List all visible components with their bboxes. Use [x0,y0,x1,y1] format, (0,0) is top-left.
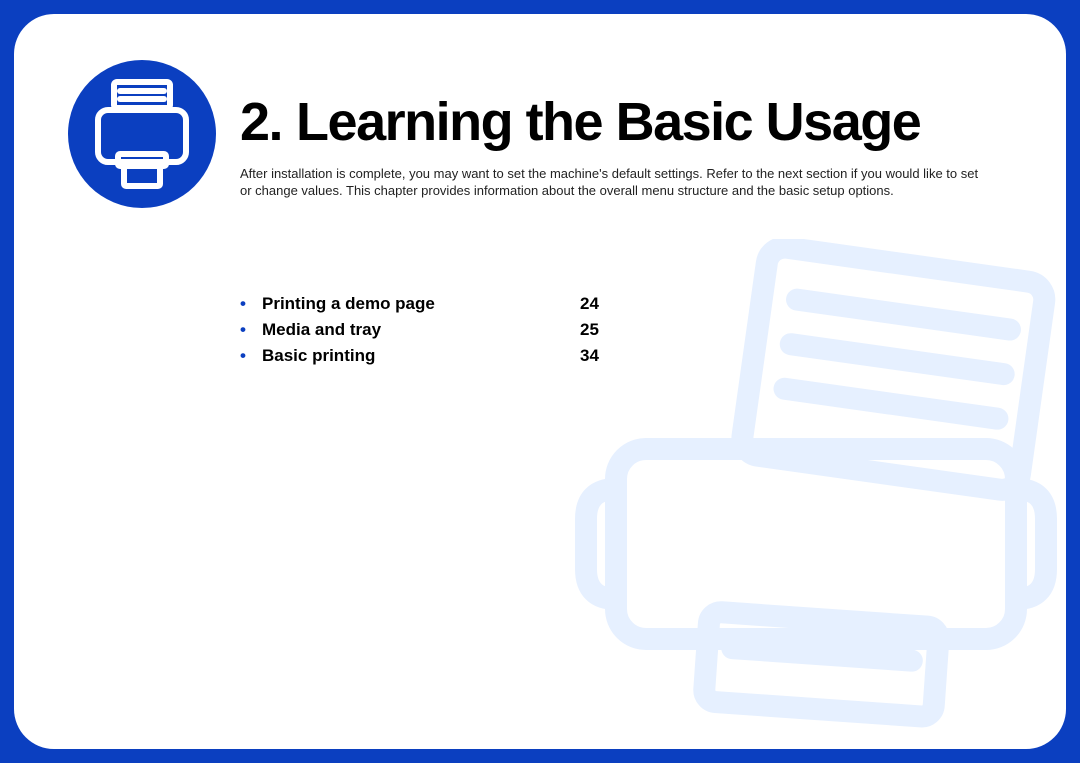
toc-row[interactable]: • Media and tray 25 [240,320,620,340]
table-of-contents: • Printing a demo page 24 • Media and tr… [240,294,620,372]
toc-page: 34 [580,346,620,366]
toc-label: Basic printing [262,346,580,366]
bullet-icon: • [240,320,262,340]
bullet-icon: • [240,346,262,366]
content-panel: 2.Learning the Basic Usage After install… [14,14,1066,749]
chapter-header: 2.Learning the Basic Usage After install… [68,60,1026,208]
title-block: 2.Learning the Basic Usage After install… [240,60,1026,200]
chapter-number: 2. [240,92,282,152]
toc-page: 25 [580,320,620,340]
chapter-intro: After installation is complete, you may … [240,165,980,200]
printer-watermark [556,239,1066,749]
printer-icon [68,60,216,208]
toc-row[interactable]: • Printing a demo page 24 [240,294,620,314]
page-border: 2.Learning the Basic Usage After install… [0,0,1080,763]
chapter-title: 2.Learning the Basic Usage [240,94,1026,151]
toc-page: 24 [580,294,620,314]
toc-label: Media and tray [262,320,580,340]
chapter-title-text: Learning the Basic Usage [296,92,920,152]
toc-row[interactable]: • Basic printing 34 [240,346,620,366]
toc-label: Printing a demo page [262,294,580,314]
bullet-icon: • [240,294,262,314]
